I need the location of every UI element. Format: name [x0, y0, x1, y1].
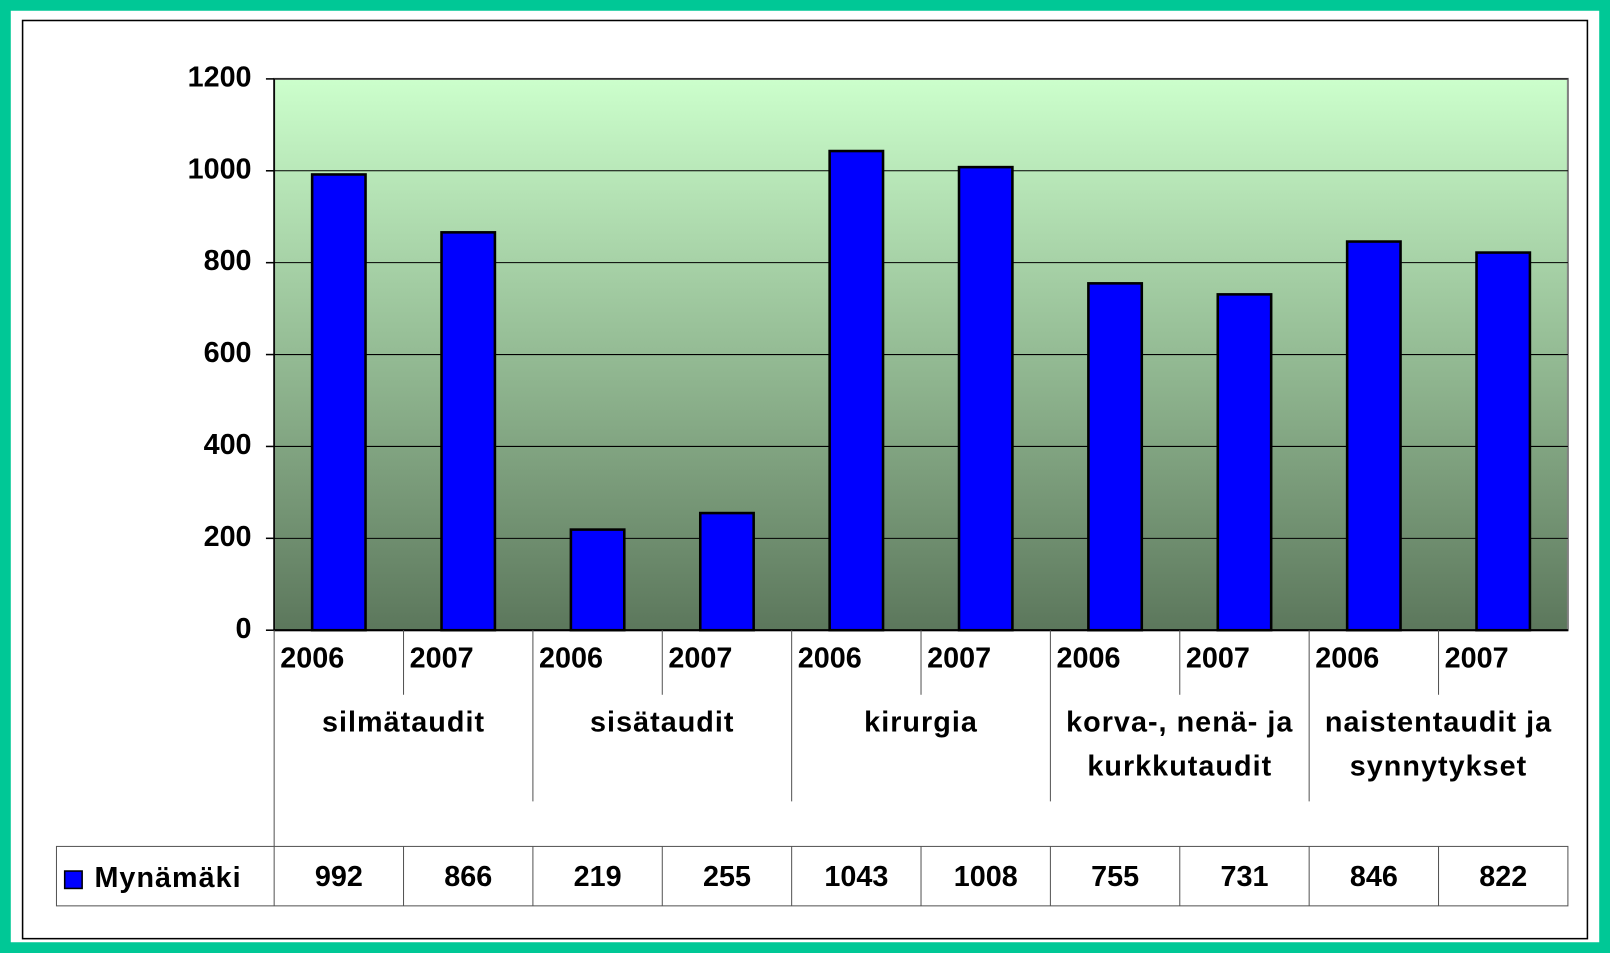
legend-key	[63, 870, 83, 890]
bar	[310, 173, 367, 632]
data-table-value: 822	[1479, 861, 1527, 893]
data-table-value: 1008	[954, 861, 1018, 893]
y-tick-label: 800	[204, 245, 252, 277]
group-label: sisätaudit	[590, 706, 735, 738]
bar	[1087, 282, 1144, 632]
data-table-value: 992	[315, 861, 363, 893]
x-tick-label: 2006	[539, 643, 603, 675]
x-tick-label: 2006	[1315, 643, 1379, 675]
data-table-value: 846	[1350, 861, 1398, 893]
x-tick-label: 2006	[1057, 643, 1121, 675]
bar	[440, 231, 497, 632]
data-table-value: 731	[1220, 861, 1268, 893]
group-label: korva-, nenä- ja kurkkutaudit	[1066, 706, 1294, 782]
bar	[1216, 293, 1273, 632]
group-label-box: naistentaudit ja synnytykset	[1324, 706, 1553, 782]
bar	[698, 511, 755, 632]
data-table-value: 866	[444, 861, 492, 893]
y-tick-label: 1200	[188, 62, 252, 94]
y-tick-label: 1000	[188, 153, 252, 185]
x-tick-label: 2006	[280, 643, 344, 675]
x-tick-label: 2007	[668, 643, 732, 675]
bar	[569, 528, 626, 632]
bar	[1345, 240, 1402, 632]
bar	[1475, 251, 1532, 632]
x-tick-label: 2007	[1186, 643, 1250, 675]
data-table-value: 755	[1091, 861, 1139, 893]
x-tick-label: 2007	[410, 643, 474, 675]
bar	[957, 165, 1014, 632]
y-tick-label: 400	[204, 429, 252, 461]
data-table-value: 219	[574, 861, 622, 893]
group-label: naistentaudit ja synnytykset	[1324, 706, 1553, 782]
x-tick-label: 2007	[1445, 643, 1509, 675]
y-tick-label: 0	[236, 613, 252, 645]
group-label: kirurgia	[864, 706, 978, 738]
legend-label: Mynämäki	[94, 862, 241, 894]
data-table-border	[55, 845, 1569, 907]
x-tick-label: 2007	[927, 643, 991, 675]
chart-border	[21, 19, 1589, 940]
y-tick-label: 600	[204, 337, 252, 369]
group-label-box: silmätaudit	[321, 706, 486, 738]
x-tick-label: 2006	[798, 643, 862, 675]
group-label-box: korva-, nenä- ja kurkkutaudit	[1066, 706, 1294, 782]
bar	[828, 149, 885, 632]
data-table-value: 255	[703, 861, 751, 893]
group-label-box: kirurgia	[864, 706, 978, 738]
y-tick-label: 200	[204, 521, 252, 553]
data-table-value: 1043	[824, 861, 888, 893]
group-label: silmätaudit	[321, 706, 486, 738]
group-label-box: sisätaudit	[590, 706, 735, 738]
